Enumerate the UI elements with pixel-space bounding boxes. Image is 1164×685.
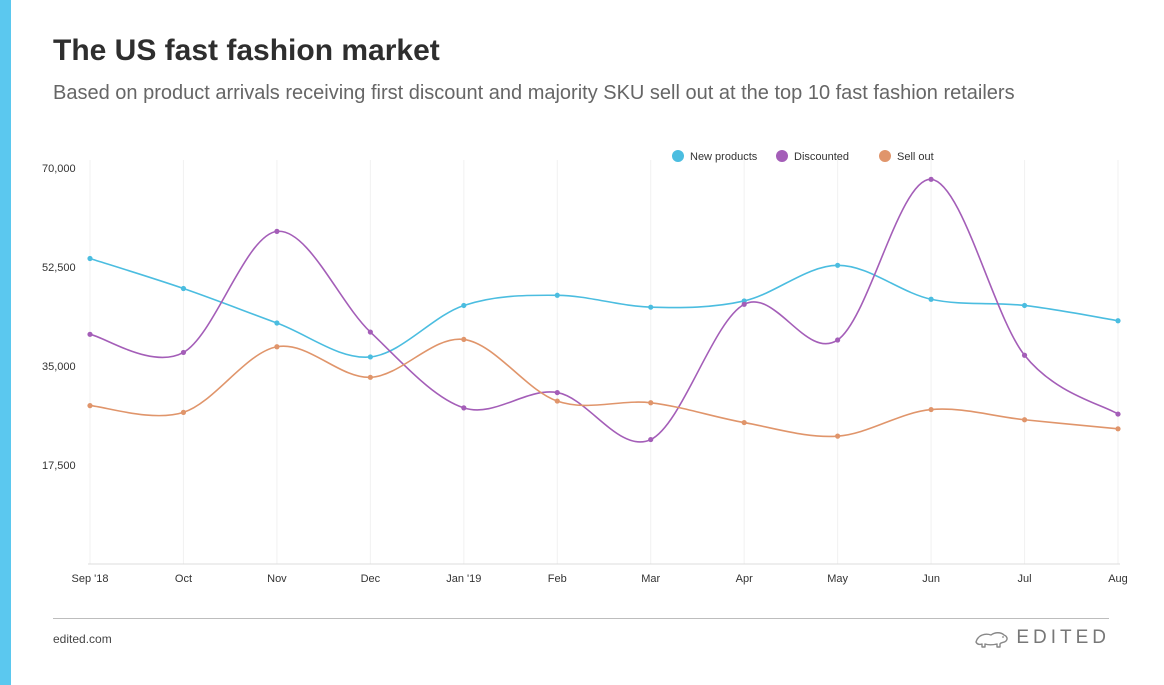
data-point	[461, 302, 467, 309]
data-point	[367, 374, 373, 380]
data-point	[180, 285, 187, 292]
data-point	[648, 400, 654, 406]
data-point	[367, 329, 373, 335]
x-tick-label: Jul	[1018, 573, 1032, 585]
data-point	[87, 403, 93, 409]
data-point	[461, 336, 467, 343]
data-point	[1021, 417, 1028, 423]
chart-subtitle: Based on product arrivals receiving firs…	[53, 82, 1015, 104]
series-line	[89, 257, 1119, 358]
chart-title: The US fast fashion market	[53, 34, 440, 67]
x-tick-label: Jun	[922, 573, 940, 585]
data-point	[835, 337, 841, 343]
x-tick-label: Sep '18	[72, 573, 109, 585]
footer-divider	[53, 618, 1109, 619]
data-point	[274, 320, 280, 326]
data-point	[1021, 352, 1028, 358]
data-point	[274, 228, 280, 234]
accent-sidebar	[0, 0, 11, 685]
data-point	[928, 176, 934, 182]
data-point	[835, 433, 841, 439]
data-point	[741, 419, 747, 426]
series-line	[89, 178, 1119, 443]
x-tick-label: Jan '19	[446, 573, 481, 585]
data-point	[461, 405, 467, 411]
data-point	[835, 262, 841, 268]
bear-logo-icon	[975, 632, 1009, 648]
legend-marker	[879, 150, 891, 162]
y-tick-label: 35,000	[42, 361, 76, 373]
data-point	[648, 304, 654, 310]
line-chart: 17,500 35,000 52,500 70,000 Sep '18 Oct Nov Dec…	[42, 150, 1128, 585]
x-tick-label: May	[827, 573, 848, 585]
data-point	[180, 349, 187, 356]
data-point	[274, 344, 280, 350]
data-point	[554, 292, 560, 298]
data-point	[87, 331, 93, 337]
x-tick-label: Oct	[175, 573, 192, 585]
x-tick-label: Aug	[1108, 573, 1128, 585]
legend-label: Discounted	[794, 151, 849, 163]
legend-label: Sell out	[897, 151, 934, 163]
data-point	[1115, 426, 1121, 432]
data-point	[367, 354, 373, 360]
data-point	[648, 436, 654, 443]
data-point	[87, 255, 93, 262]
data-point	[928, 296, 934, 302]
y-tick-label: 70,000	[42, 163, 76, 175]
x-tick-label: Nov	[267, 573, 287, 585]
series-line	[89, 338, 1119, 438]
data-point	[928, 406, 934, 413]
y-tick-label: 52,500	[42, 262, 76, 274]
brand-logo: EDITED	[974, 627, 1110, 649]
source-label: edited.com	[53, 632, 112, 646]
data-point	[1115, 318, 1121, 324]
data-point	[1021, 302, 1028, 309]
data-point	[180, 409, 187, 415]
brand-wordmark: EDITED	[1016, 627, 1110, 648]
y-tick-label: 17,500	[42, 460, 76, 472]
legend-marker	[672, 150, 684, 162]
x-tick-label: Apr	[736, 573, 753, 585]
data-point	[554, 389, 560, 396]
x-tick-label: Feb	[548, 573, 567, 585]
data-point	[1115, 411, 1121, 417]
x-tick-label: Mar	[641, 573, 660, 585]
data-point	[741, 301, 747, 307]
x-tick-label: Dec	[361, 573, 381, 585]
legend-marker	[776, 150, 788, 162]
data-point	[554, 398, 560, 404]
legend-label: New products	[690, 151, 758, 163]
